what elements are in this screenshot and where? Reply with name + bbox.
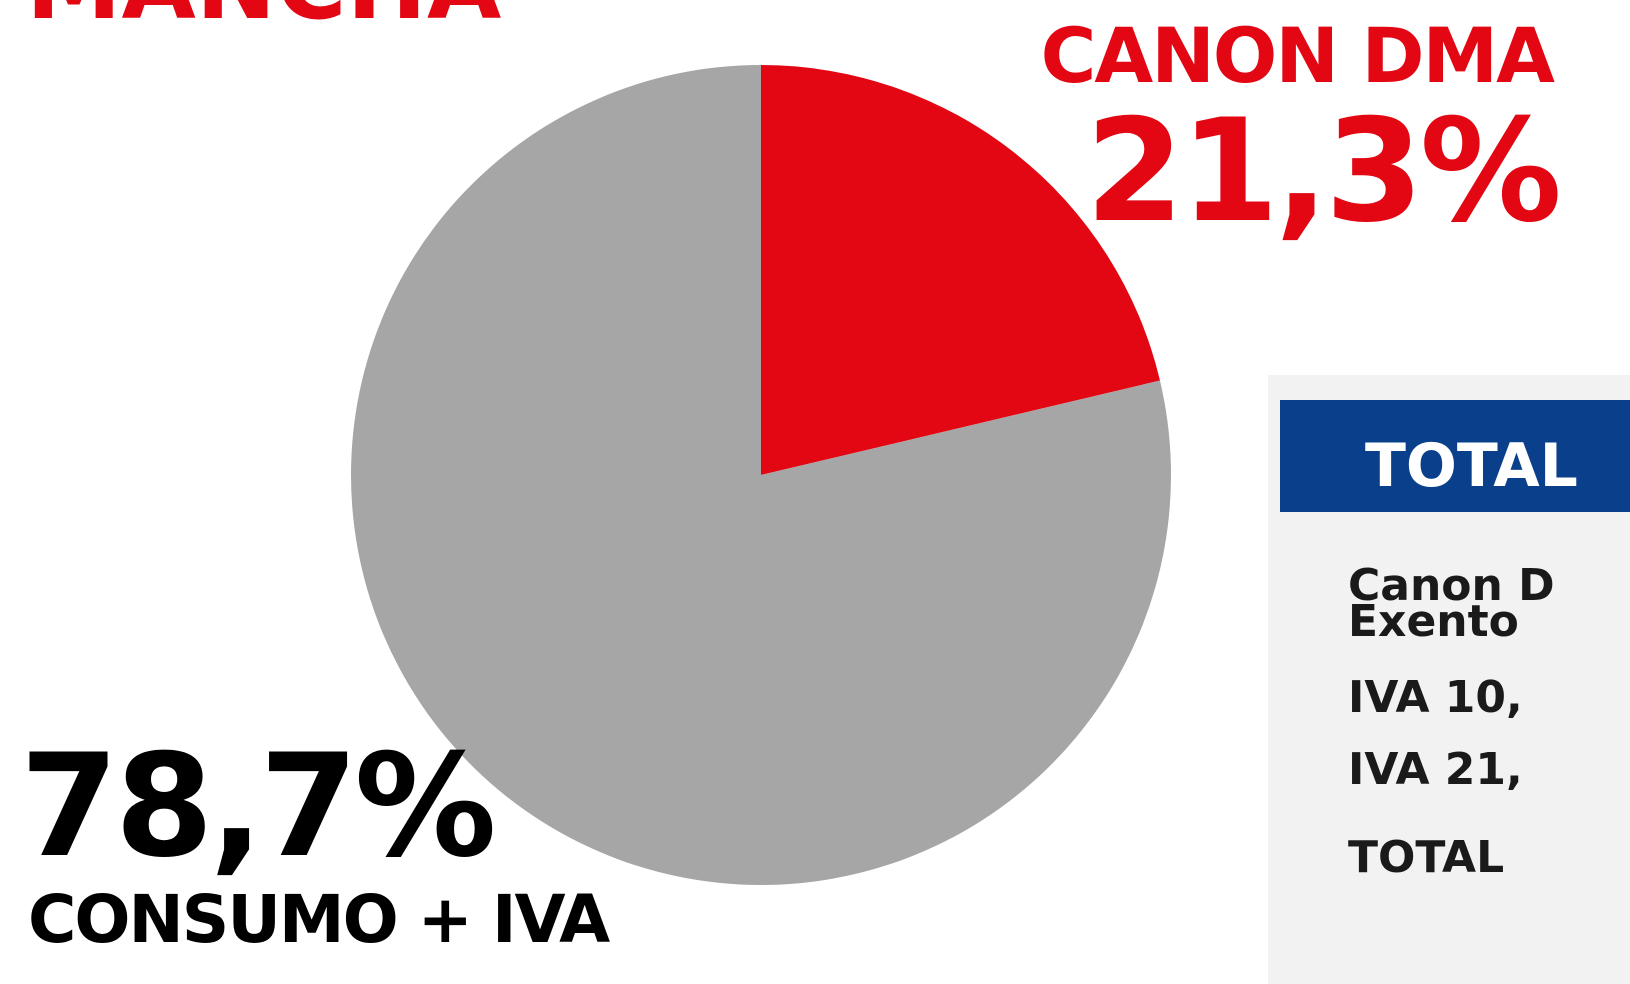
pie (350, 65, 1171, 885)
pie-slice (761, 65, 1160, 475)
table-row: IVA 10, (1348, 672, 1523, 723)
table-header (1280, 400, 1630, 512)
table-header-text: TOTAL (1365, 431, 1578, 501)
pie-slice (350, 65, 1171, 885)
chart-title: MANCHA (26, 0, 501, 41)
table-row: TOTAL (1348, 832, 1504, 883)
table-row: Exento (1348, 596, 1519, 647)
slice-label: CANON DMA (1041, 11, 1556, 100)
value-label: 78,7% (20, 724, 493, 889)
slice-label: CONSUMO + IVA (28, 881, 610, 958)
table-row: IVA 21, (1348, 744, 1523, 795)
table-row: Canon D (1348, 560, 1555, 611)
value-label: 21,3% (1085, 89, 1558, 254)
